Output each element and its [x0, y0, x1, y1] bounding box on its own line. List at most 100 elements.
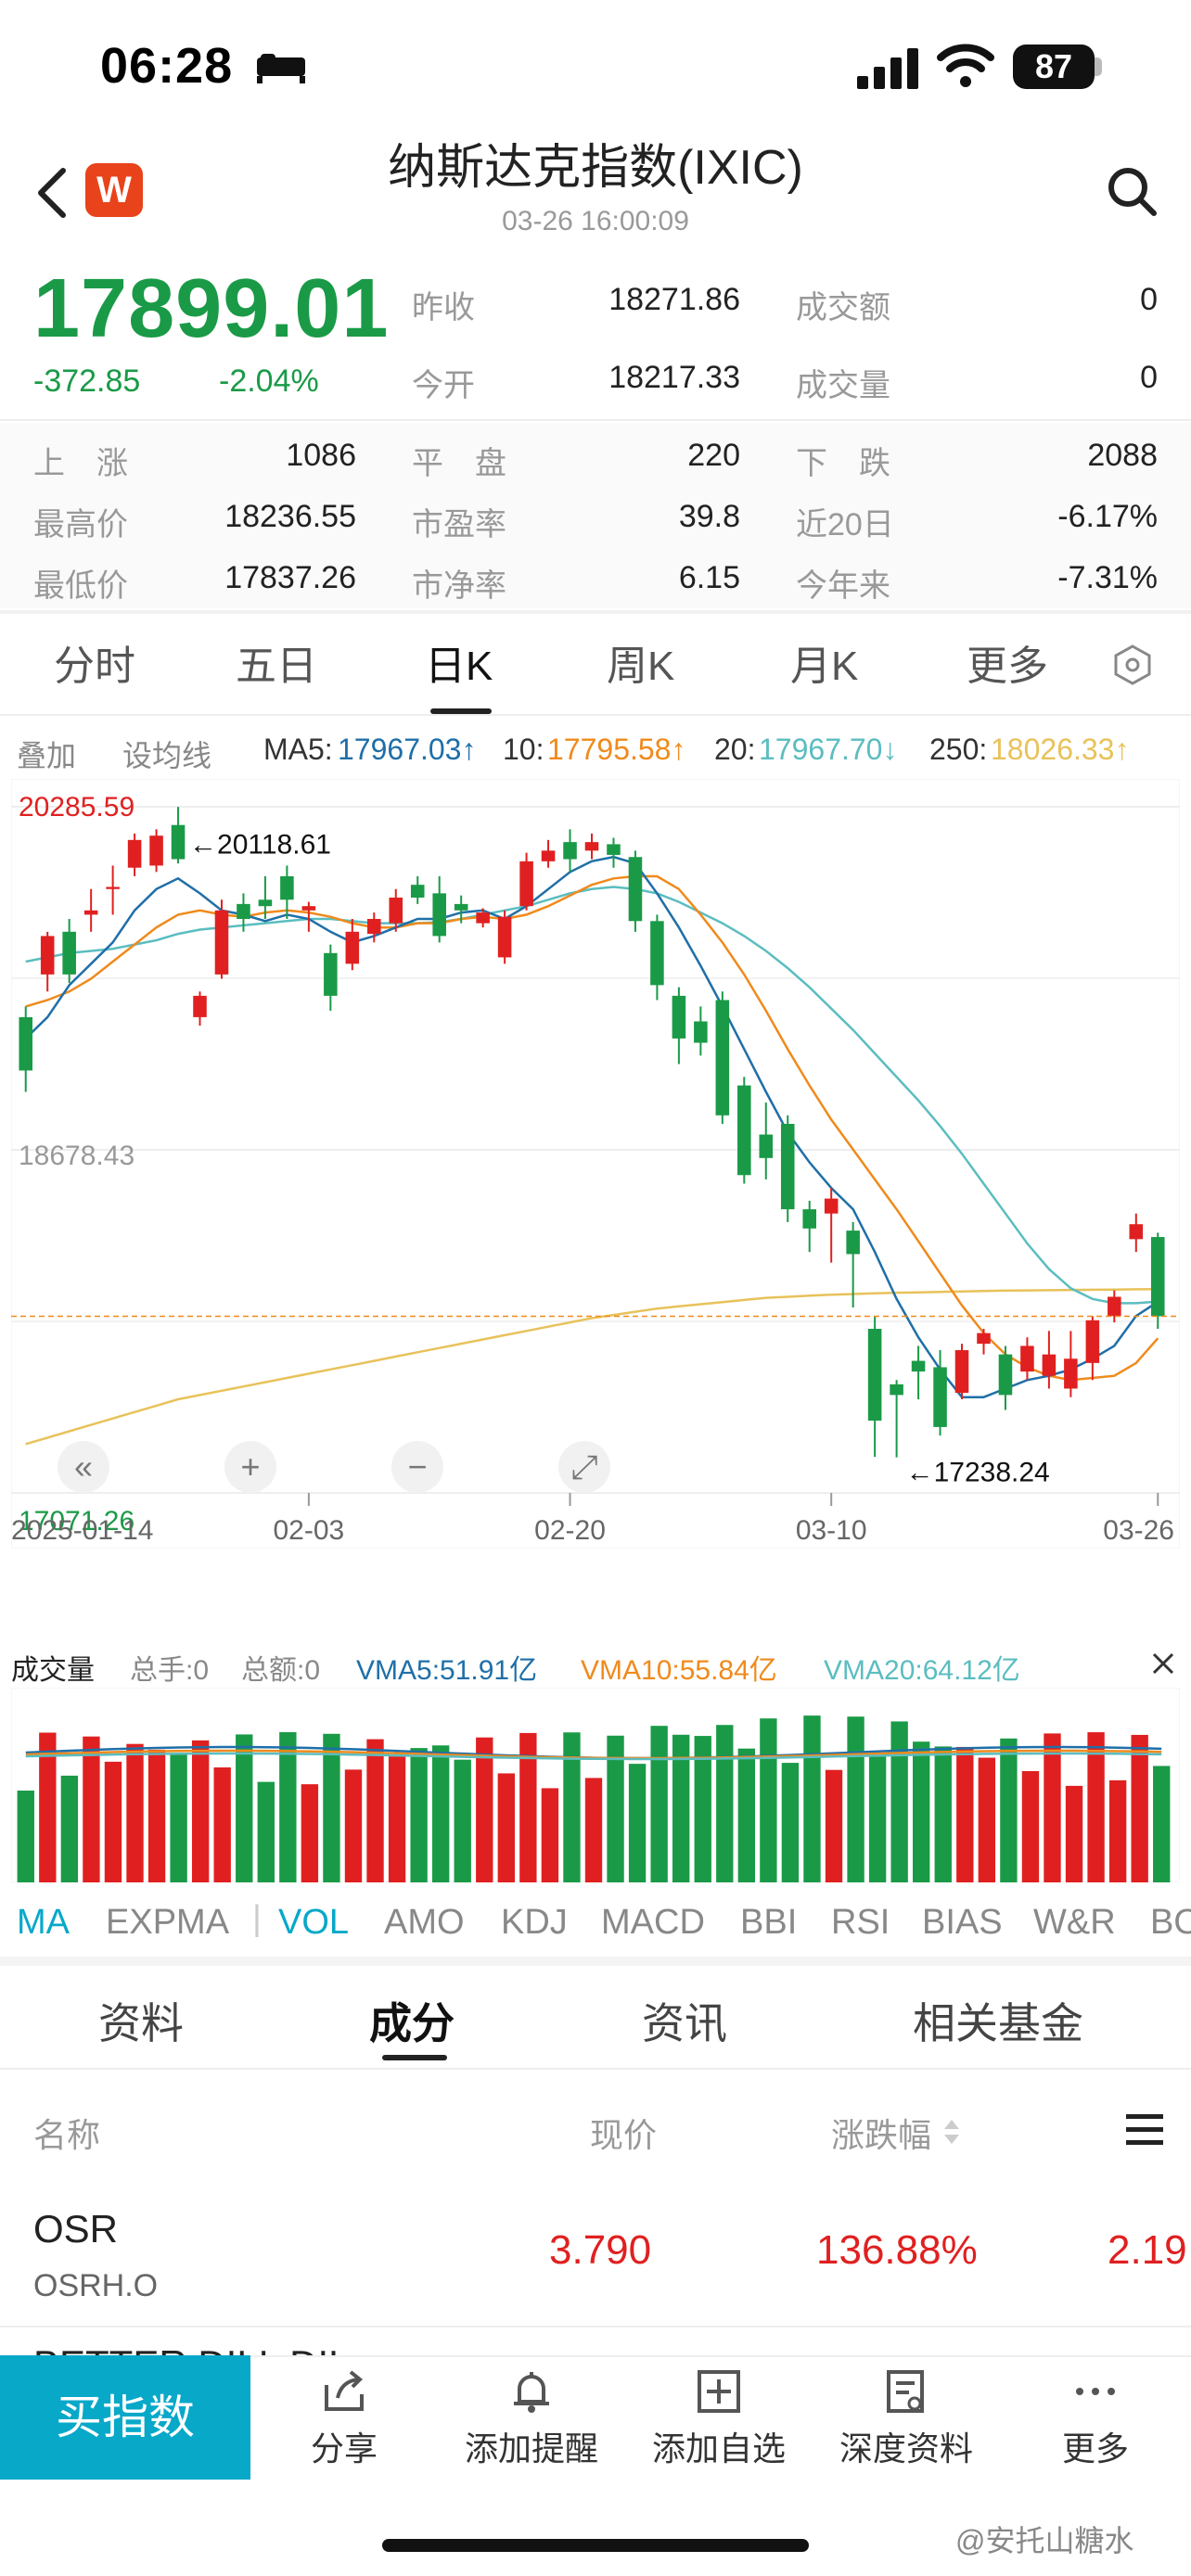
volume-bar: [104, 1761, 122, 1882]
candle-body: [83, 910, 98, 915]
volume-bar: [694, 1736, 711, 1882]
volume-bar: [541, 1788, 559, 1882]
close-icon[interactable]: [1150, 1651, 1176, 1677]
volume-chart[interactable]: [11, 1688, 1180, 1882]
svg-text:⤢: ⤢: [571, 1447, 598, 1486]
ytd-value: -7.31%: [1057, 560, 1158, 595]
indicator-kdj[interactable]: KDJ: [501, 1903, 568, 1942]
turnover-label: 成交额: [796, 290, 890, 325]
page-title: 纳斯达克指数(IXIC): [388, 141, 803, 195]
candle-body: [1064, 1358, 1078, 1389]
tab-weekly-k[interactable]: 周K: [607, 644, 675, 689]
menu-list-icon[interactable]: [1124, 2111, 1165, 2148]
candlestick-chart[interactable]: 20285.59 18678.43 17071.26 ←20118.61 ←17238.…: [11, 779, 1180, 1549]
x-tick-label: 03-10: [796, 1515, 867, 1546]
indicator-expma[interactable]: EXPMA: [106, 1903, 230, 1942]
tab-more[interactable]: 更多: [967, 644, 1048, 689]
tab-monthly-k[interactable]: 月K: [790, 644, 859, 689]
candle-body: [171, 824, 186, 860]
candle-body: [998, 1354, 1013, 1396]
indicator-amo[interactable]: AMO: [384, 1903, 465, 1942]
active-subtab-indicator: [382, 2055, 447, 2060]
indicator-rsi[interactable]: RSI: [831, 1903, 890, 1942]
candle-body: [410, 885, 425, 898]
wifi-icon: [937, 44, 994, 87]
candle-body: [432, 893, 446, 937]
more-button[interactable]: 更多: [1007, 2361, 1184, 2481]
indicator-vol[interactable]: VOL: [278, 1903, 350, 1942]
zoom-out-button[interactable]: −: [391, 1441, 443, 1493]
overlay-button[interactable]: 叠加: [17, 739, 77, 772]
buy-index-button[interactable]: 买指数: [0, 2355, 250, 2480]
candle-body: [497, 916, 512, 958]
scroll-back-button[interactable]: «: [58, 1441, 109, 1493]
prev-close-label: 昨收: [412, 290, 475, 325]
tab-intraday[interactable]: 分时: [54, 644, 135, 689]
volume-bar: [147, 1749, 166, 1882]
stock-extra: 2.19: [1108, 2227, 1187, 2273]
sort-icon[interactable]: [942, 2118, 961, 2146]
tab-profile[interactable]: 资料: [98, 1999, 184, 2047]
candle-body: [454, 903, 468, 911]
candle-body: [954, 1350, 969, 1394]
back-arrow-icon[interactable]: [33, 163, 70, 223]
col-price[interactable]: 现价: [590, 2116, 658, 2154]
ma10-line: [25, 874, 1159, 1382]
share-label: 分享: [310, 2429, 378, 2468]
price-change: -372.85: [33, 363, 141, 399]
volume-bar: [563, 1732, 581, 1882]
research-button[interactable]: 深度资料: [818, 2361, 994, 2481]
settings-hexagon-icon[interactable]: [1111, 644, 1154, 686]
volume-bar: [760, 1718, 777, 1882]
volume-legend: 成交量 总手:0 总额:0 VMA5:51.91亿 VMA10:55.84亿 V…: [11, 1643, 1180, 1686]
indicator-macd[interactable]: MACD: [601, 1903, 705, 1942]
volume-bar: [431, 1745, 450, 1882]
ma5-value: 17967.03↑: [338, 733, 477, 766]
indicator-bias[interactable]: BIAS: [922, 1903, 1003, 1942]
set-ma-button[interactable]: 设均线: [122, 739, 212, 772]
indicator-boll[interactable]: BOLL: [1150, 1903, 1191, 1942]
low-label: 最低价: [33, 568, 128, 604]
candle-body: [780, 1124, 795, 1210]
candle-body: [607, 844, 621, 855]
fullscreen-button[interactable]: ⤢: [558, 1441, 610, 1493]
table-row-partial: BETTER DILL DIL...: [0, 2329, 1191, 2357]
volume-bar: [83, 1736, 100, 1882]
tab-constituents[interactable]: 成分: [369, 1999, 455, 2047]
constituents-header: 名称 现价 涨跌幅: [0, 2077, 1191, 2179]
document-icon: [887, 2370, 924, 2413]
add-alert-button[interactable]: 添加提醒: [443, 2361, 620, 2481]
share-button[interactable]: 分享: [256, 2361, 432, 2481]
search-icon[interactable]: [1104, 163, 1159, 219]
tab-five-day[interactable]: 五日: [236, 644, 317, 689]
candle-body: [867, 1329, 882, 1422]
candle-body: [977, 1333, 991, 1345]
candle-body: [911, 1360, 926, 1372]
volume-bar: [388, 1756, 406, 1882]
indicator-bbi[interactable]: BBI: [740, 1903, 798, 1942]
high-value: 18236.55: [224, 499, 356, 534]
indicator-wr[interactable]: W&R: [1033, 1903, 1116, 1942]
market-stats-panel: [0, 423, 1191, 608]
candle-body: [127, 839, 142, 868]
share-icon: [325, 2370, 364, 2411]
price-change-percent: -2.04%: [219, 363, 319, 399]
declines-value: 2088: [1087, 438, 1158, 473]
table-row[interactable]: OSR OSRH.O 3.790 136.88% 2.19: [0, 2179, 1191, 2327]
section-separator: [0, 1957, 1191, 1966]
volume-bar: [978, 1757, 996, 1882]
bell-icon: [514, 2372, 549, 2413]
candle-body: [1150, 1237, 1165, 1317]
tab-daily-k[interactable]: 日K: [425, 644, 493, 689]
indicator-ma[interactable]: MA: [17, 1903, 70, 1942]
volume-bar: [913, 1741, 930, 1882]
candle-body: [672, 995, 686, 1039]
tab-related-funds[interactable]: 相关基金: [913, 1999, 1083, 2047]
zoom-in-button[interactable]: +: [224, 1441, 276, 1493]
add-watchlist-button[interactable]: 添加自选: [631, 2361, 807, 2481]
candle-body: [106, 886, 120, 889]
ma5-line: [24, 855, 1159, 1398]
tab-news[interactable]: 资讯: [642, 1999, 727, 2047]
indicator-tabs: MA EXPMA | VOL AMO KDJ MACD BBI RSI BIAS…: [17, 1899, 1191, 1949]
col-change[interactable]: 涨跌幅: [831, 2116, 932, 2154]
